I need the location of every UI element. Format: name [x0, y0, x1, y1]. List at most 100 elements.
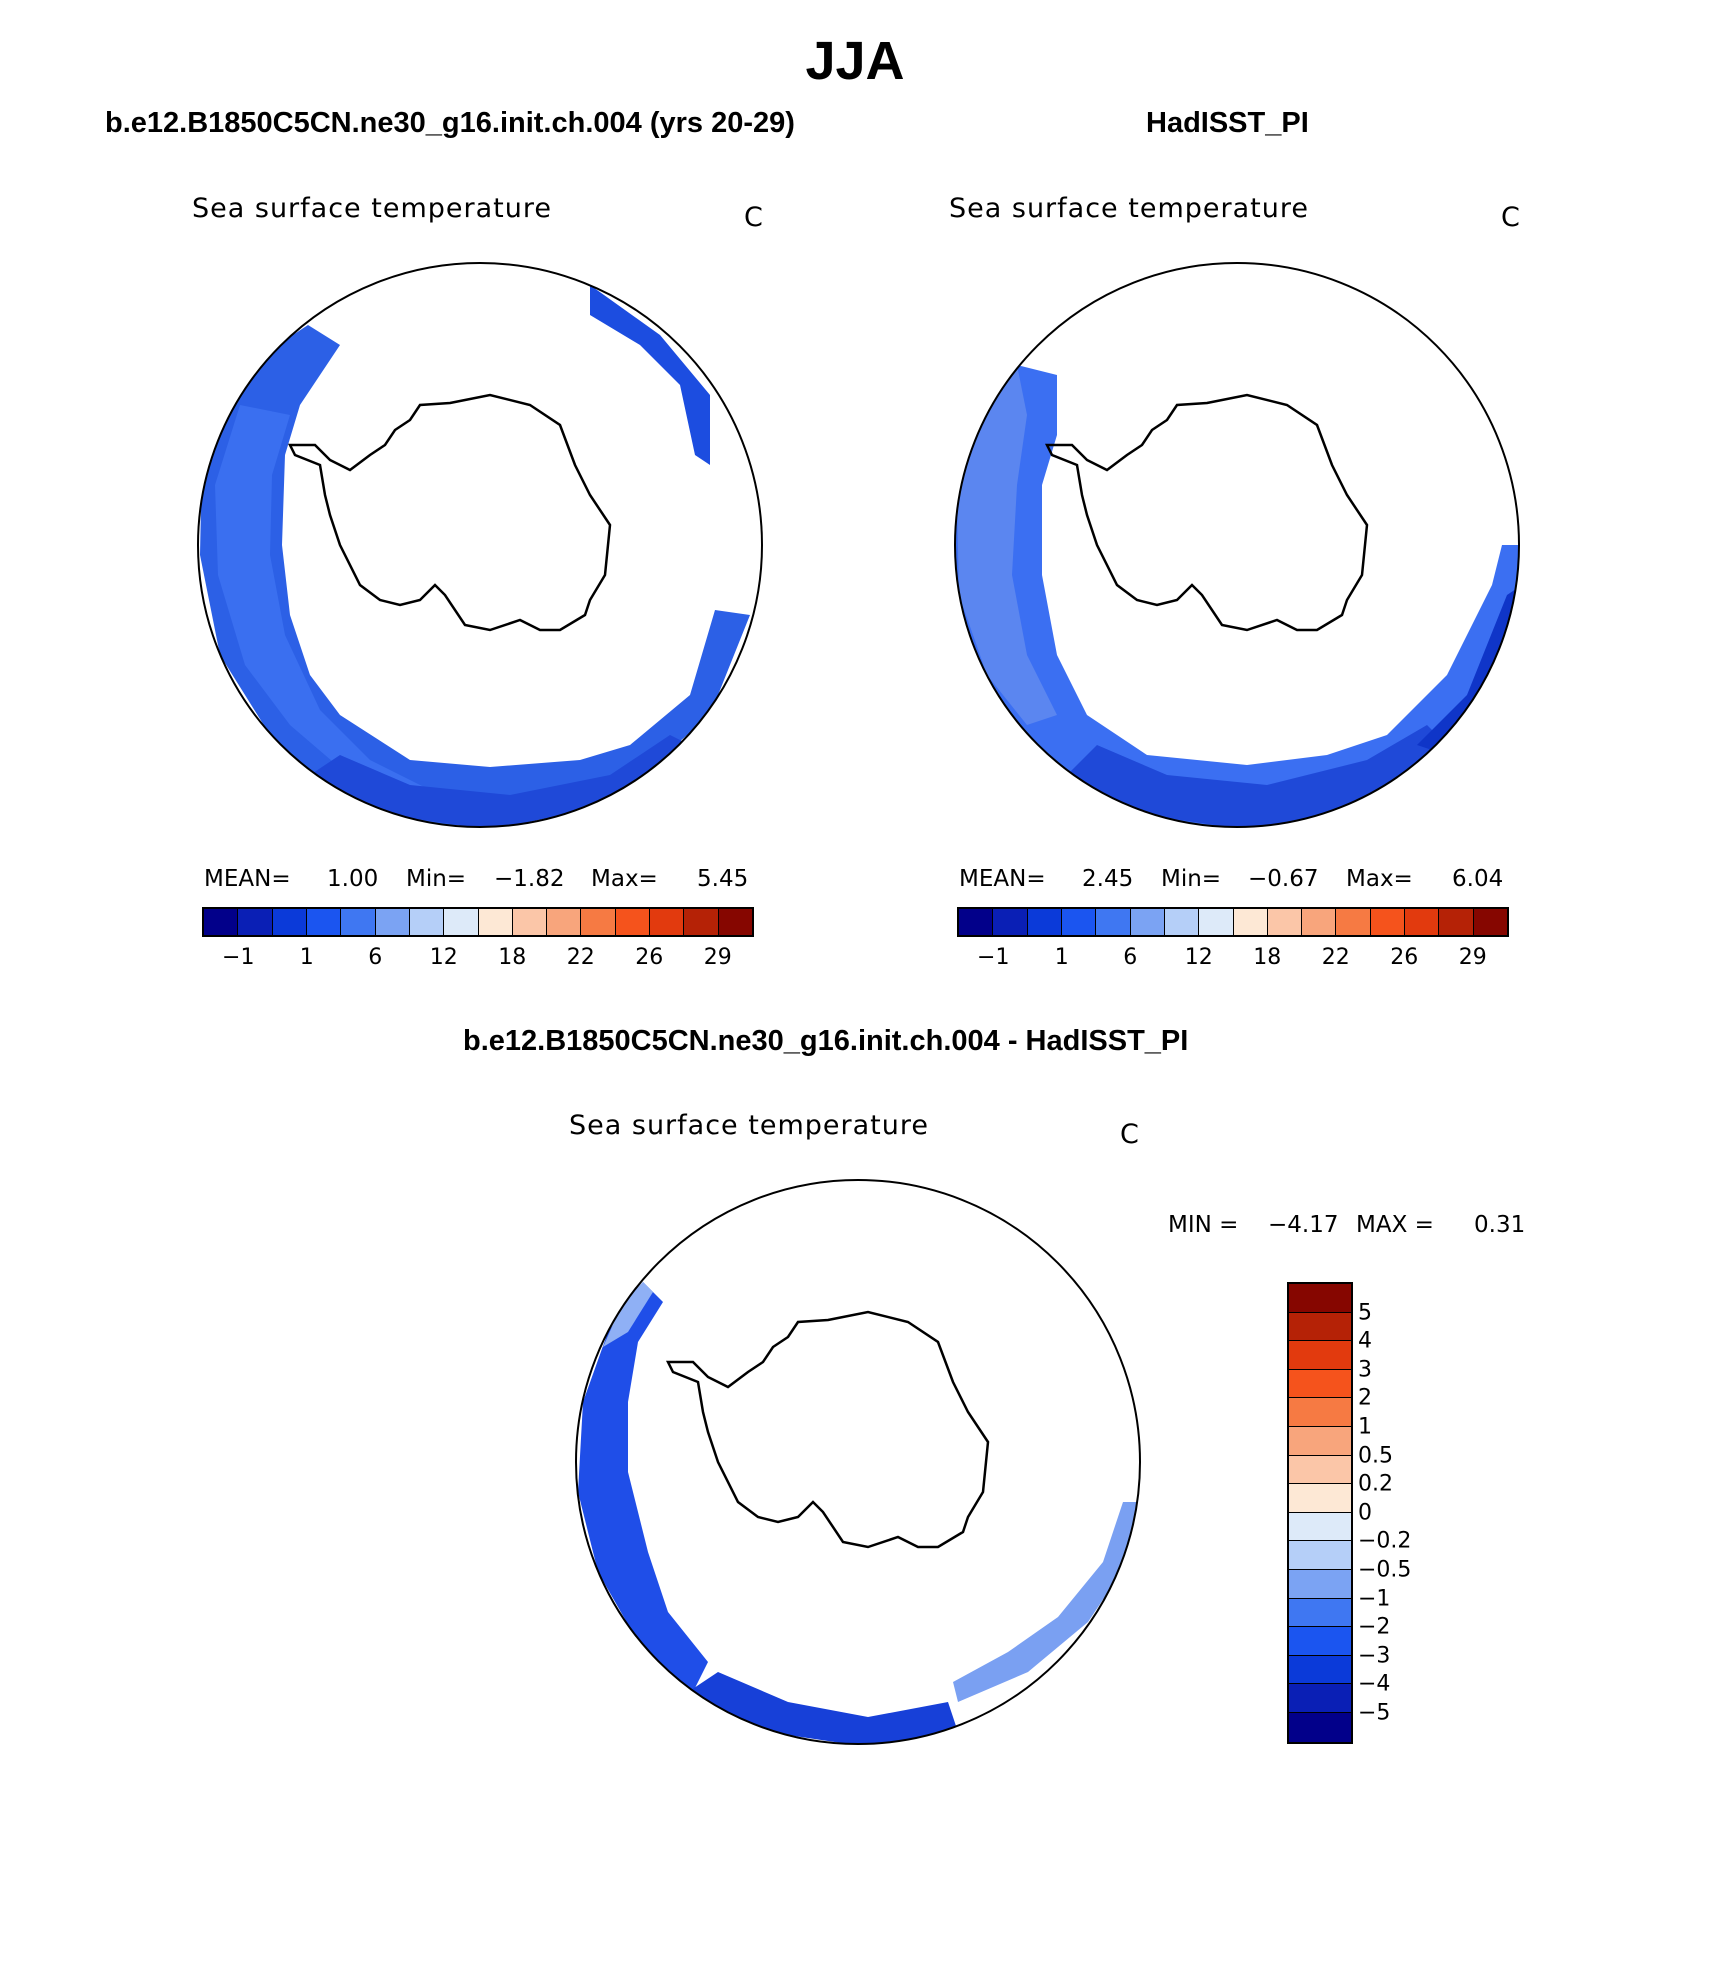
colorbar-swatch: [581, 909, 616, 935]
panel-1-ocean-east: [590, 285, 710, 465]
diff-map-boundary: [575, 1179, 1141, 1745]
colorbar-swatch: [1130, 909, 1165, 935]
colorbar-swatch: [238, 909, 273, 935]
colorbar-tick-label: 26: [1390, 945, 1419, 970]
colorbar-tick-label: 4: [1358, 1328, 1372, 1354]
panel-2-min-label: Min=: [1161, 866, 1222, 892]
diff-panel-title: b.e12.B1850C5CN.ne30_g16.init.ch.004 - H…: [463, 1025, 1189, 1057]
diff-ocean-west-light: [603, 1282, 653, 1347]
colorbar-tick-label: 6: [1123, 945, 1138, 970]
colorbar-swatch: [1289, 1627, 1351, 1656]
colorbar-swatch: [1289, 1312, 1351, 1342]
diff-min-value: −4.17: [1268, 1212, 1339, 1238]
colorbar-swatch: [1405, 909, 1440, 935]
colorbar-tick-label: −3: [1358, 1643, 1391, 1669]
colorbar-swatch: [1289, 1712, 1351, 1742]
colorbar-swatch: [444, 909, 479, 935]
panel-2-title: HadISST_PI: [1146, 107, 1309, 139]
colorbar-swatch: [1096, 909, 1131, 935]
colorbar-tick-label: 6: [368, 945, 383, 970]
colorbar-tick-label: −2: [1358, 1614, 1391, 1640]
diff-colorbar: [1287, 1282, 1353, 1744]
colorbar-swatch: [650, 909, 685, 935]
colorbar-swatch: [1289, 1541, 1351, 1570]
panel-1-variable: Sea surface temperature: [192, 193, 552, 224]
colorbar-tick-label: −5: [1358, 1700, 1391, 1726]
panel-1-colorbar: [202, 907, 754, 937]
colorbar-swatch: [1199, 909, 1234, 935]
panel-1-max-value: 5.45: [697, 866, 749, 892]
page-title: JJA: [805, 31, 905, 91]
panel-1-mean-label: MEAN=: [204, 866, 291, 892]
colorbar-swatch: [1289, 1341, 1351, 1370]
panel-1-max-label: Max=: [591, 866, 658, 892]
colorbar-swatch: [547, 909, 582, 935]
colorbar-tick-label: 3: [1358, 1357, 1372, 1383]
colorbar-tick-label: 26: [635, 945, 664, 970]
colorbar-tick-label: −1: [222, 945, 255, 970]
panel-1-map: [197, 262, 763, 828]
colorbar-tick-label: 0: [1358, 1500, 1372, 1526]
colorbar-tick-label: 1: [1358, 1414, 1372, 1440]
colorbar-swatch: [512, 909, 548, 935]
colorbar-tick-label: 12: [429, 945, 458, 970]
colorbar-tick-label: 1: [299, 945, 314, 970]
colorbar-swatch: [1267, 909, 1303, 935]
panel-1-min-value: −1.82: [494, 866, 565, 892]
colorbar-swatch: [1289, 1569, 1351, 1599]
colorbar-swatch: [1289, 1398, 1351, 1427]
colorbar-swatch: [1473, 909, 1507, 935]
colorbar-swatch: [1289, 1455, 1351, 1485]
colorbar-swatch: [1027, 909, 1062, 935]
colorbar-swatch: [615, 909, 651, 935]
panel-2-max-label: Max=: [1346, 866, 1413, 892]
colorbar-swatch: [1289, 1598, 1351, 1628]
colorbar-tick-label: 29: [1458, 945, 1487, 970]
colorbar-swatch: [1289, 1512, 1351, 1542]
panel-2-min-value: −0.67: [1248, 866, 1319, 892]
colorbar-tick-label: −1: [977, 945, 1010, 970]
colorbar-swatch: [204, 909, 239, 935]
panel-2-variable: Sea surface temperature: [949, 193, 1309, 224]
panel-2-mean-label: MEAN=: [959, 866, 1046, 892]
colorbar-tick-label: 0.5: [1358, 1443, 1393, 1469]
colorbar-tick-label: 18: [498, 945, 527, 970]
panel-1-antarctica-coastline: [287, 393, 612, 632]
colorbar-swatch: [993, 909, 1028, 935]
colorbar-swatch: [409, 909, 445, 935]
colorbar-swatch: [1233, 909, 1268, 935]
colorbar-tick-label: 22: [1321, 945, 1350, 970]
colorbar-swatch: [1289, 1426, 1351, 1456]
colorbar-swatch: [959, 909, 994, 935]
colorbar-swatch: [1289, 1284, 1351, 1313]
colorbar-tick-label: −4: [1358, 1671, 1391, 1697]
colorbar-swatch: [1164, 909, 1200, 935]
panel-2-map: [954, 262, 1520, 828]
panel-1-mean-value: 1.00: [327, 866, 379, 892]
diff-panel-variable: Sea surface temperature: [569, 1110, 929, 1141]
panel-2-max-value: 6.04: [1452, 866, 1504, 892]
diff-ocean-west: [578, 1282, 708, 1692]
colorbar-swatch: [375, 909, 410, 935]
colorbar-swatch: [1289, 1684, 1351, 1713]
diff-ocean-south: [688, 1672, 958, 1744]
colorbar-tick-label: 18: [1253, 945, 1282, 970]
colorbar-swatch: [1289, 1655, 1351, 1685]
colorbar-swatch: [478, 909, 513, 935]
colorbar-swatch: [1370, 909, 1406, 935]
panel-1-ocean-inner: [215, 405, 440, 810]
panel-1-units: C: [744, 202, 764, 233]
panel-2-ocean-east: [1417, 585, 1519, 755]
colorbar-tick-label: −0.5: [1358, 1557, 1412, 1583]
colorbar-tick-label: 2: [1358, 1385, 1372, 1411]
panel-2-mean-value: 2.45: [1082, 866, 1134, 892]
diff-max-value: 0.31: [1474, 1212, 1526, 1238]
colorbar-swatch: [1289, 1484, 1351, 1513]
panel-1-map-boundary: [197, 262, 763, 828]
colorbar-tick-label: −0.2: [1358, 1528, 1412, 1554]
panel-2-map-boundary: [954, 262, 1520, 828]
colorbar-swatch: [1289, 1369, 1351, 1399]
colorbar-swatch: [341, 909, 376, 935]
diff-antarctica-coastline: [665, 1310, 990, 1549]
colorbar-tick-label: 29: [703, 945, 732, 970]
